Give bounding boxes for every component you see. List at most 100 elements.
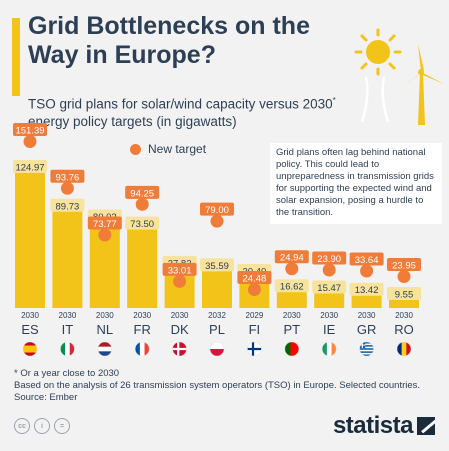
bar-value-pl: 35.59: [205, 261, 229, 272]
year-label-pt: 2030: [283, 311, 301, 320]
bar-gr: [351, 293, 382, 308]
target-marker-ie: [322, 263, 336, 277]
target-value-bg-ro: [387, 257, 421, 271]
legend-target-marker: [130, 143, 141, 155]
no-derivatives-icon[interactable]: =: [54, 418, 70, 434]
sun-wind-illustration: [354, 28, 444, 125]
target-value-ro: 23.95: [392, 260, 416, 271]
annotation-box: Grid plans often lag behind national pol…: [270, 143, 442, 224]
target-value-pl: 79.00: [205, 205, 229, 216]
target-value-ie: 23.90: [317, 254, 341, 265]
bar-pl: [202, 268, 232, 308]
year-label-dk: 2030: [171, 311, 189, 320]
bar-pt: [276, 289, 307, 308]
target-value-bg-dk: [162, 262, 197, 276]
brand-mark-icon: [417, 417, 435, 435]
target-marker-ro: [397, 269, 411, 283]
target-value-it: 93.76: [56, 172, 80, 183]
flag-pt-icon: [284, 342, 299, 356]
year-label-es: 2030: [21, 311, 39, 320]
flag-fi-icon: [247, 342, 262, 356]
bar-value-bg-fr: [125, 216, 160, 230]
target-value-bg-pl: [200, 202, 234, 216]
brand-logo[interactable]: statista: [333, 412, 435, 440]
chart-subtitle: TSO grid plans for solar/wind capacity v…: [28, 92, 348, 130]
target-value-es: 151.39: [15, 125, 44, 136]
brand-name: statista: [332, 412, 414, 439]
flag-ie-icon: [322, 342, 337, 356]
target-value-bg-ie: [312, 251, 347, 265]
bar-ro: [389, 297, 419, 308]
flag-dk-icon: [172, 342, 187, 356]
target-marker-fi: [247, 283, 261, 297]
license-icons: cc i =: [14, 418, 70, 434]
bar-chart: 124.97151.392030ES89.7393.762030IT80.027…: [13, 122, 421, 356]
flag-es-icon: [23, 342, 37, 356]
country-label-nl: NL: [96, 322, 113, 337]
target-marker-fr: [135, 197, 149, 211]
bar-value-bg-pl: [200, 258, 234, 272]
country-label-dk: DK: [171, 322, 189, 337]
year-label-gr: 2030: [358, 311, 376, 320]
flag-pl-icon: [210, 342, 224, 356]
country-label-pl: PL: [209, 322, 225, 337]
bar-value-ro: 9.55: [395, 289, 414, 300]
target-marker-es: [23, 134, 37, 148]
bar-es: [15, 170, 45, 308]
target-marker-gr: [360, 264, 374, 278]
legend-target-label: New target: [148, 142, 207, 156]
target-value-bg-it: [50, 169, 85, 183]
flag-fr-icon: [135, 342, 150, 356]
subtitle-asterisk: *: [332, 96, 336, 105]
bar-value-bg-gr: [349, 282, 384, 296]
year-label-it: 2030: [59, 311, 77, 320]
year-label-nl: 2030: [96, 311, 114, 320]
target-value-bg-nl: [87, 216, 122, 230]
target-value-gr: 33.64: [355, 255, 379, 266]
target-marker-dk: [173, 274, 187, 288]
year-label-fi: 2029: [246, 311, 264, 320]
target-value-bg-fi: [237, 271, 272, 285]
target-value-fr: 94.25: [130, 188, 154, 199]
bar-value-pt: 16.62: [280, 282, 304, 293]
bar-fr: [127, 227, 158, 308]
flag-nl-icon: [97, 342, 112, 356]
bar-value-bg-pt: [274, 279, 309, 293]
bar-value-bg-ro: [387, 286, 421, 300]
year-label-ro: 2030: [395, 311, 413, 320]
bar-ie: [314, 290, 345, 308]
footnote-methodology: Based on the analysis of 26 transmission…: [14, 380, 421, 391]
bar-value-bg-es: [13, 160, 47, 174]
bar-it: [52, 209, 83, 308]
target-value-bg-pt: [274, 250, 309, 264]
target-marker-nl: [98, 228, 112, 242]
target-value-bg-gr: [349, 252, 384, 266]
wind-turbine-icon: [402, 44, 444, 125]
creative-commons-icon[interactable]: cc: [14, 418, 30, 434]
bar-value-gr: 13.42: [355, 285, 379, 296]
target-value-pt: 24.94: [280, 253, 304, 264]
country-label-fi: FI: [249, 322, 261, 337]
bar-value-es: 124.97: [15, 163, 44, 174]
country-label-ro: RO: [394, 322, 414, 337]
footnote-asterisk: * Or a year close to 2030: [14, 368, 120, 379]
bar-value-bg-it: [50, 198, 85, 212]
bar-value-it: 89.73: [56, 201, 80, 212]
title-accent-bar: [12, 18, 20, 96]
footnote-source: Source: Ember: [14, 392, 78, 403]
flag-gr-icon: [359, 342, 374, 356]
target-marker-it: [60, 181, 74, 195]
sun-icon: [354, 28, 402, 76]
subtitle-main: TSO grid plans for solar/wind capacity v…: [28, 96, 333, 112]
country-label-it: IT: [62, 322, 74, 337]
year-label-ie: 2030: [320, 311, 338, 320]
target-value-bg-es: [13, 122, 47, 136]
country-label-gr: GR: [357, 322, 377, 337]
bar-value-bg-ie: [312, 280, 347, 294]
attribution-icon[interactable]: i: [34, 418, 50, 434]
flag-ro-icon: [397, 342, 411, 356]
target-marker-pt: [285, 262, 299, 276]
legend: New target: [130, 142, 206, 156]
country-label-fr: FR: [134, 322, 151, 337]
subtitle-rest: energy policy targets (in gigawatts): [28, 113, 237, 129]
